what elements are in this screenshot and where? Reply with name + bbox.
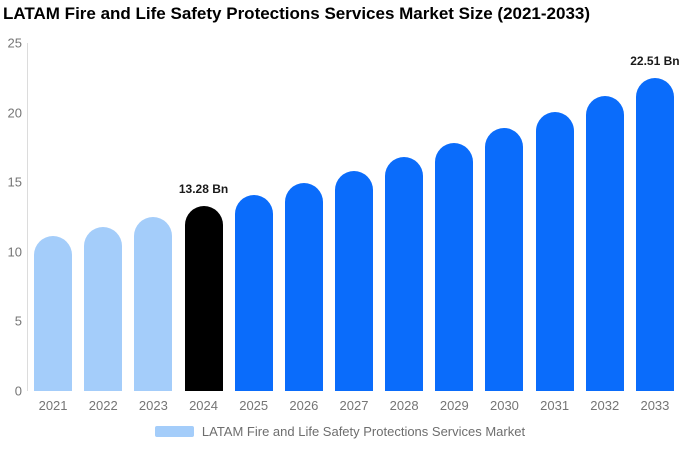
y-tick-5: 5 [14,313,22,329]
bar-2022[interactable] [84,226,123,391]
bar-2028[interactable] [385,157,424,391]
x-label-2022: 2022 [88,398,118,413]
bar-2033[interactable] [635,77,674,391]
y-tick-0: 0 [14,383,22,399]
x-label-2031: 2031 [540,398,570,413]
x-label-2033: 2033 [640,398,670,413]
x-label-2023: 2023 [138,398,168,413]
bar-2031[interactable] [535,112,574,391]
bar-2032[interactable] [585,95,624,391]
x-label-2029: 2029 [439,398,469,413]
x-label-2025: 2025 [239,398,269,413]
x-label-2021: 2021 [38,398,68,413]
y-axis-line [27,43,28,391]
y-tick-15: 15 [7,174,22,190]
x-label-2030: 2030 [489,398,519,413]
legend-label: LATAM Fire and Life Safety Protections S… [201,424,526,439]
value-label-2033: 22.51 Bn [630,53,680,68]
bar-2026[interactable] [284,183,323,391]
bar-2025[interactable] [234,195,273,391]
bar-2030[interactable] [485,128,524,391]
x-label-2026: 2026 [289,398,319,413]
y-tick-10: 10 [7,244,22,260]
chart-title: LATAM Fire and Life Safety Protections S… [3,4,591,23]
x-label-2024: 2024 [189,398,218,413]
y-tick-25: 25 [7,35,22,51]
legend-swatch [154,426,194,437]
value-label-2024: 13.28 Bn [178,182,229,197]
legend[interactable]: LATAM Fire and Life Safety Protections S… [0,424,680,439]
bar-2027[interactable] [335,170,373,391]
bar-2023[interactable] [134,216,173,391]
bar-2024[interactable] [184,206,223,391]
bar-2021[interactable] [34,235,73,391]
bar-2029[interactable] [435,143,474,391]
y-tick-20: 20 [7,105,22,121]
x-label-2028: 2028 [389,398,419,413]
x-label-2027: 2027 [339,398,369,413]
plot-area: 0 5 10 15 20 25 2021 2022 2023 2024 2025 2026 2027 20… [7,35,680,414]
x-label-2032: 2032 [590,398,620,413]
